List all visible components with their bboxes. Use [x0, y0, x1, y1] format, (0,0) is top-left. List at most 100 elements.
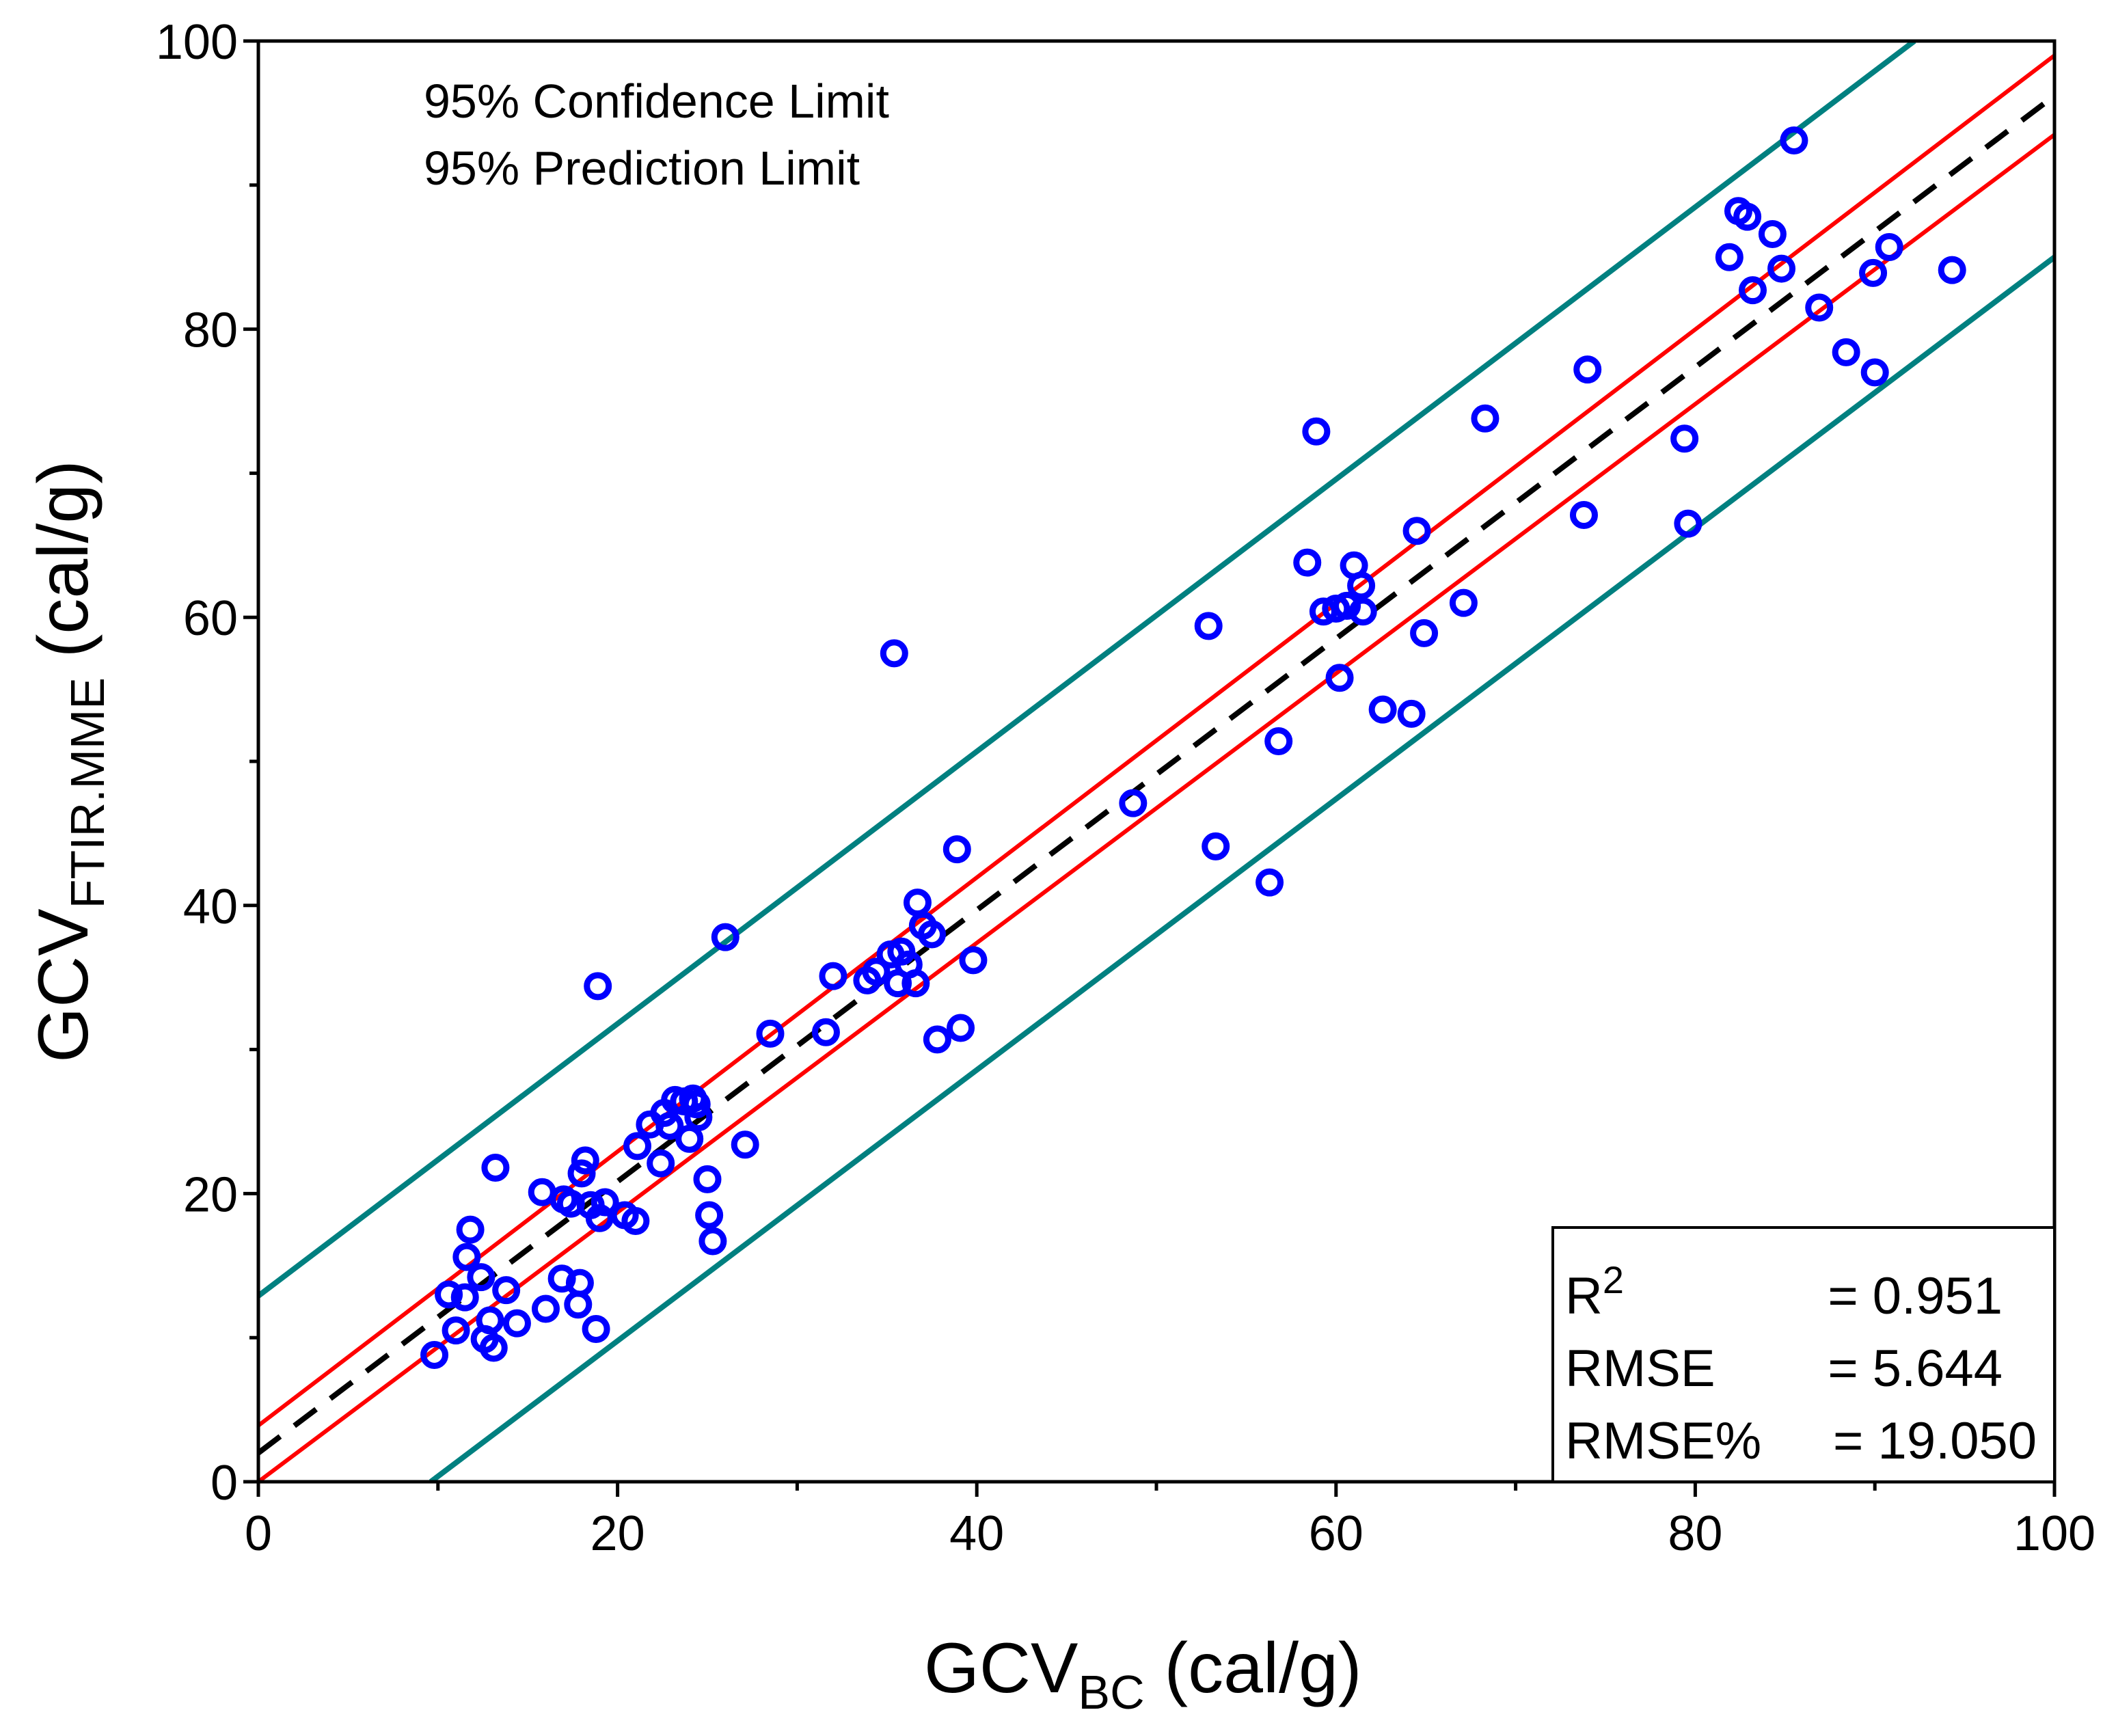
- data-point: [1119, 789, 1148, 817]
- data-point: [1302, 417, 1331, 446]
- data-point: [1194, 612, 1223, 640]
- data-point: [492, 1276, 521, 1305]
- data-point: [1256, 868, 1284, 897]
- data-point: [731, 1130, 759, 1159]
- data-point: [923, 1025, 951, 1054]
- data-point: [585, 1204, 614, 1232]
- data-point: [684, 1103, 713, 1132]
- legend: 95% Confidence Limit 95% Prediction Limi…: [424, 74, 889, 195]
- data-point: [1859, 258, 1888, 287]
- data-point: [1402, 517, 1431, 545]
- data-point: [476, 1306, 504, 1335]
- data-point: [1293, 548, 1322, 577]
- data-point: [1875, 232, 1903, 261]
- stats-rmse-label: RMSE: [1565, 1340, 1715, 1398]
- data-point: [1715, 243, 1744, 271]
- stats-box-frame: [1551, 1226, 2056, 1483]
- fit-line: [258, 93, 2054, 1456]
- data-point: [565, 1269, 594, 1297]
- data-point: [456, 1215, 485, 1244]
- data-point: [442, 1316, 470, 1345]
- data-point: [584, 972, 612, 1001]
- data-point: [1738, 276, 1767, 305]
- data-point: [420, 1340, 449, 1369]
- data-point: [582, 1315, 610, 1344]
- y-tick-label: 80: [183, 303, 238, 358]
- x-tick-label: 100: [2013, 1506, 2095, 1561]
- prediction-lower-line: [429, 255, 2054, 1482]
- y-tick-labels: 0 20 40 60 80 100: [156, 15, 238, 1510]
- data-point: [479, 1333, 508, 1362]
- x-tick-label: 80: [1668, 1506, 1722, 1561]
- fit-and-bands: [258, 41, 2054, 1482]
- confidence-lower-line: [258, 133, 2054, 1482]
- data-point: [450, 1283, 479, 1312]
- data-point: [1264, 727, 1293, 755]
- data-points: [420, 126, 1966, 1369]
- data-point: [819, 962, 847, 990]
- data-point: [1767, 254, 1796, 283]
- data-point: [1670, 424, 1699, 453]
- data-point: [1397, 699, 1426, 728]
- data-point: [591, 1188, 619, 1217]
- data-point: [1573, 355, 1602, 384]
- data-point: [623, 1132, 652, 1161]
- data-point: [1410, 619, 1439, 647]
- data-point: [452, 1243, 481, 1271]
- data-point: [1832, 338, 1860, 366]
- data-point: [1733, 202, 1762, 231]
- y-tick-label: 100: [156, 15, 238, 70]
- stats-r2-label: R2: [1565, 1258, 1624, 1325]
- stats-r2-letter: R: [1565, 1267, 1603, 1325]
- data-point: [655, 1111, 684, 1140]
- y-tick-label: 0: [211, 1456, 238, 1510]
- x-tick-label: 40: [949, 1506, 1004, 1561]
- data-point: [918, 920, 946, 949]
- y-tick-label: 60: [183, 591, 238, 646]
- data-point: [1347, 571, 1376, 600]
- legend-confidence-label: 95% Confidence Limit: [424, 74, 889, 128]
- stats-r2-superscript: 2: [1603, 1258, 1624, 1301]
- data-point: [698, 1227, 727, 1256]
- data-point: [862, 958, 891, 986]
- data-point: [1325, 664, 1354, 692]
- confidence-upper-line: [258, 53, 2054, 1428]
- prediction-upper-line: [258, 41, 1916, 1299]
- data-point: [435, 1280, 463, 1309]
- axis-ticks: [243, 39, 2057, 1497]
- data-point: [621, 1206, 650, 1235]
- data-point: [1202, 832, 1230, 860]
- data-point: [567, 1159, 596, 1188]
- data-point: [467, 1263, 496, 1292]
- stats-rmsep-value: = 19.050: [1833, 1412, 2037, 1470]
- data-point: [481, 1153, 510, 1182]
- data-point: [711, 923, 740, 951]
- data-point: [695, 1201, 724, 1230]
- x-tick-label: 20: [591, 1506, 645, 1561]
- data-point: [1348, 597, 1377, 626]
- data-point: [693, 1165, 722, 1193]
- data-point: [531, 1294, 560, 1323]
- data-point: [647, 1149, 675, 1178]
- data-point: [1805, 293, 1834, 322]
- y-tick-label: 20: [183, 1167, 238, 1222]
- data-point: [1758, 219, 1787, 248]
- data-point: [811, 1018, 840, 1046]
- data-point: [1333, 591, 1361, 620]
- data-point: [1938, 256, 1966, 284]
- x-tick-labels: 0 20 40 60 80 100: [245, 1506, 2095, 1561]
- y-axis-title-unit: (cal/g): [24, 460, 103, 677]
- data-point: [1449, 588, 1478, 617]
- data-point: [682, 1090, 711, 1119]
- stats-r2-value: = 0.951: [1828, 1267, 2003, 1325]
- x-axis-title: GCVBC (cal/g): [924, 1629, 1361, 1719]
- stats-rmse-value: = 5.644: [1828, 1340, 2003, 1398]
- data-point: [942, 835, 971, 864]
- x-axis-title-main: GCV: [924, 1629, 1078, 1708]
- x-tick-label: 60: [1309, 1506, 1363, 1561]
- data-point: [571, 1146, 599, 1175]
- y-axis-title: GCVFTIR.MME (cal/g): [24, 460, 114, 1063]
- data-point: [959, 946, 988, 975]
- data-point: [1471, 404, 1500, 433]
- data-point: [880, 639, 908, 668]
